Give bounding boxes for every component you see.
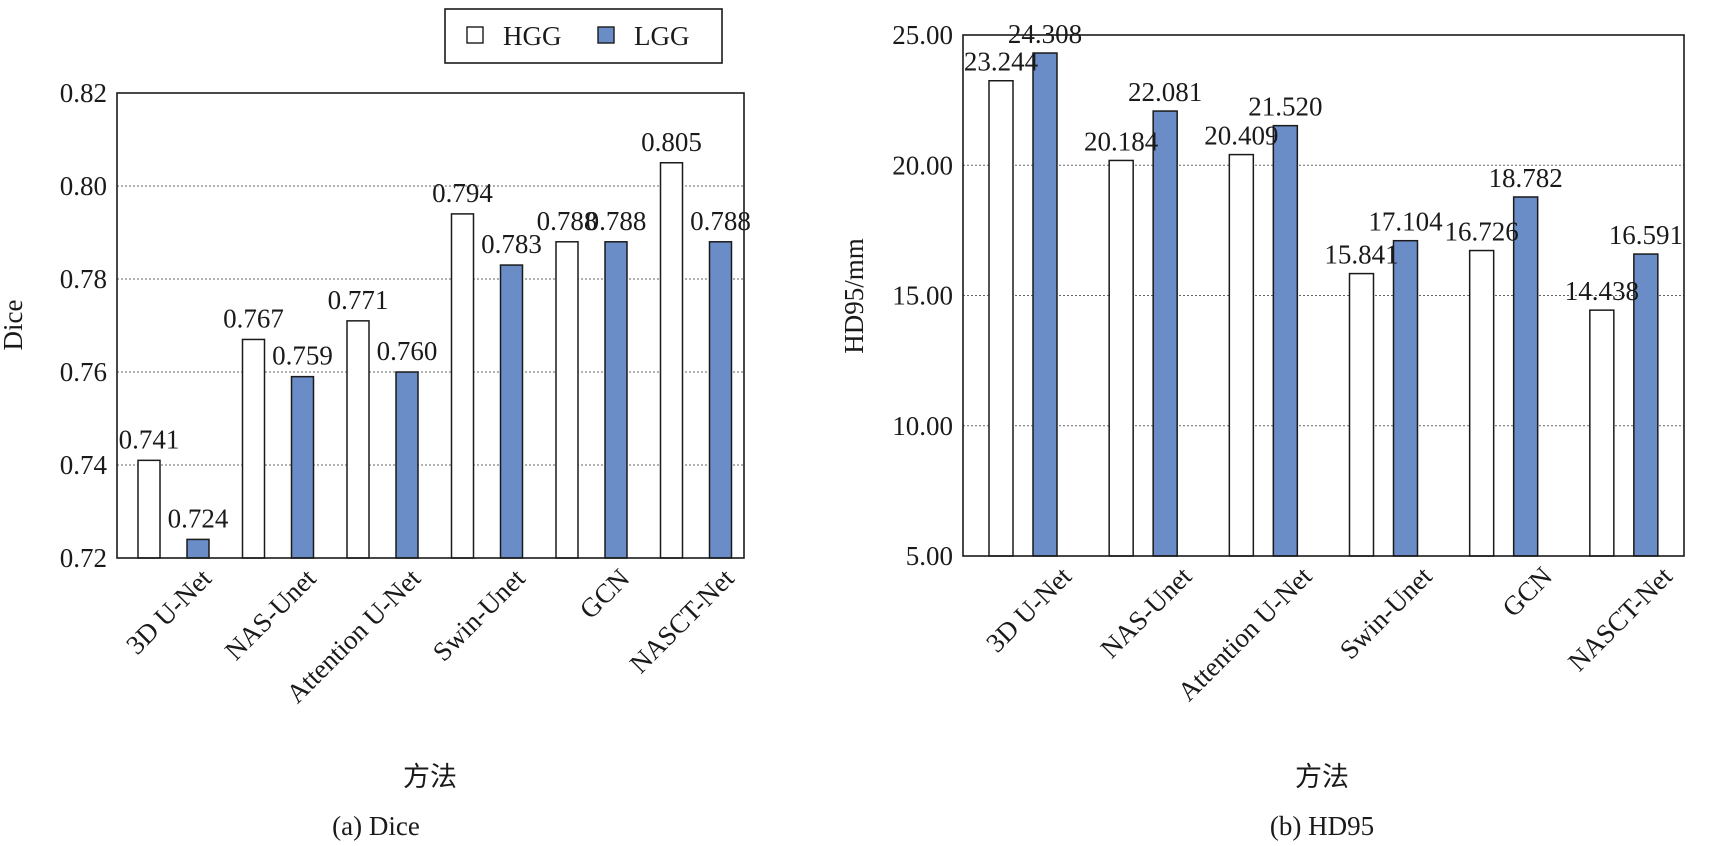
hd95-y-axis-title: HD95/mm	[839, 238, 869, 354]
hd95-bar-hgg	[1589, 309, 1615, 557]
hd95-bar-hgg	[1468, 249, 1495, 557]
hd95-bar-lgg	[1152, 110, 1178, 557]
hd95-bar-lgg	[1633, 253, 1659, 557]
dice-bar-lgg	[395, 371, 419, 559]
dice-gridlines	[117, 185, 744, 466]
hd95-bar-hgg	[1348, 272, 1375, 557]
hd95-y-tick-label: 15.00	[892, 281, 953, 311]
dice-y-tick-label: 0.72	[60, 543, 107, 573]
hd95-data-label: 20.409	[1204, 121, 1278, 151]
hd95-data-label: 15.841	[1324, 240, 1398, 270]
hd95-data-label: 14.438	[1565, 276, 1639, 306]
dice-y-ticks: 0.72 0.74 0.76 0.78 0.80 0.82	[60, 78, 108, 573]
dice-bar-lgg	[708, 241, 733, 559]
dice-bar-hgg	[555, 241, 579, 559]
hd95-x-axis-title: 方法	[1295, 762, 1349, 792]
dice-bar-hgg	[346, 320, 370, 559]
dice-y-tick-label: 0.80	[60, 171, 107, 201]
hd95-bar-lgg	[1032, 52, 1058, 557]
hd95-data-label: 18.782	[1489, 163, 1563, 193]
dice-data-label: 0.724	[168, 503, 229, 533]
legend-swatch-lgg	[597, 26, 615, 44]
dice-x-axis-title: 方法	[403, 762, 457, 792]
hd95-bar-hgg	[1108, 159, 1134, 557]
dice-category-label: NASCT-Net	[624, 563, 740, 679]
hd95-chart: 5.00 10.00 15.00 20.00 25.00 23.244 20.184 20.…	[839, 19, 1685, 841]
hd95-category-label: Swin-Unet	[1334, 561, 1438, 665]
dice-bar-lgg	[186, 538, 210, 559]
hd95-bar-hgg	[1228, 153, 1255, 557]
dice-category-label: Swin-Unet	[427, 563, 531, 667]
dice-bar-lgg	[499, 264, 524, 559]
legend: HGG LGG	[444, 8, 723, 64]
dice-chart: 0.72 0.74 0.76 0.78 0.80 0.82 0.741 0.767 0.771…	[0, 78, 751, 841]
dice-data-label: 0.794	[432, 178, 493, 208]
legend-box	[444, 8, 723, 64]
dice-bar-hgg	[659, 162, 684, 559]
hd95-data-labels: 23.244 20.184 20.409 15.841 16.726 14.438 24.3…	[964, 19, 1683, 306]
dice-data-label: 0.805	[641, 127, 702, 157]
dice-y-tick-label: 0.74	[60, 450, 108, 480]
dice-category-label: 3D U-Net	[120, 563, 217, 660]
dice-plot-frame	[116, 92, 745, 559]
hd95-bars	[988, 52, 1659, 557]
hd95-y-tick-label: 5.00	[906, 541, 953, 571]
dice-category-label: GCN	[574, 563, 636, 625]
dice-y-tick-label: 0.82	[60, 78, 107, 108]
dice-data-label: 0.760	[377, 336, 438, 366]
dice-data-label: 0.771	[328, 285, 389, 315]
hd95-data-label: 21.520	[1248, 92, 1322, 122]
hd95-data-label: 23.244	[964, 47, 1039, 77]
dice-y-tick-label: 0.78	[60, 264, 107, 294]
hd95-data-label: 17.104	[1368, 207, 1443, 237]
hd95-category-label: NASCT-Net	[1562, 561, 1678, 677]
hd95-y-tick-label: 10.00	[892, 411, 953, 441]
dice-bars	[137, 162, 733, 559]
hd95-bar-lgg	[1392, 239, 1419, 557]
dice-caption: (a) Dice	[332, 811, 420, 841]
hd95-data-label: 16.726	[1445, 217, 1519, 247]
hd95-data-label: 22.081	[1128, 77, 1202, 107]
hd95-bar-hgg	[988, 79, 1014, 557]
hd95-gridlines	[963, 164, 1684, 427]
hd95-data-label: 24.308	[1008, 19, 1082, 49]
dice-y-axis-title: Dice	[0, 300, 28, 351]
dice-data-label: 0.759	[272, 341, 333, 371]
dice-bar-lgg	[604, 241, 628, 559]
dice-bar-hgg	[137, 459, 161, 559]
hd95-category-label: 3D U-Net	[980, 561, 1077, 658]
hd95-y-tick-label: 25.00	[892, 20, 953, 50]
dice-data-label: 0.767	[223, 303, 284, 333]
dice-category-label: NAS-Unet	[219, 563, 322, 666]
dice-bar-hgg	[241, 338, 266, 559]
dice-data-label: 0.783	[481, 229, 542, 259]
hd95-plot-frame	[962, 34, 1685, 557]
hd95-bar-lgg	[1272, 124, 1299, 557]
hd95-bar-lgg	[1512, 196, 1539, 557]
dice-data-labels: 0.741 0.767 0.771 0.794 0.788 0.805 0.724 0.759…	[119, 127, 751, 534]
hd95-caption: (b) HD95	[1270, 811, 1374, 841]
hd95-data-label: 16.591	[1609, 220, 1683, 250]
hd95-category-label: NAS-Unet	[1095, 561, 1198, 664]
dice-bar-lgg	[290, 375, 315, 559]
dice-y-tick-label: 0.76	[60, 357, 107, 387]
hd95-category-label: GCN	[1496, 561, 1558, 623]
legend-label-lgg: LGG	[634, 21, 690, 51]
hd95-data-label: 20.184	[1084, 126, 1159, 156]
hd95-y-tick-label: 20.00	[892, 150, 953, 180]
hd95-y-ticks: 5.00 10.00 15.00 20.00 25.00	[892, 20, 953, 571]
dice-data-label: 0.788	[537, 206, 598, 236]
legend-swatch-hgg	[466, 26, 484, 44]
dice-data-label: 0.788	[586, 206, 647, 236]
legend-label-hgg: HGG	[503, 21, 562, 51]
dice-data-label: 0.788	[690, 206, 751, 236]
dice-bar-hgg	[450, 213, 475, 559]
dice-data-label: 0.741	[119, 424, 180, 454]
